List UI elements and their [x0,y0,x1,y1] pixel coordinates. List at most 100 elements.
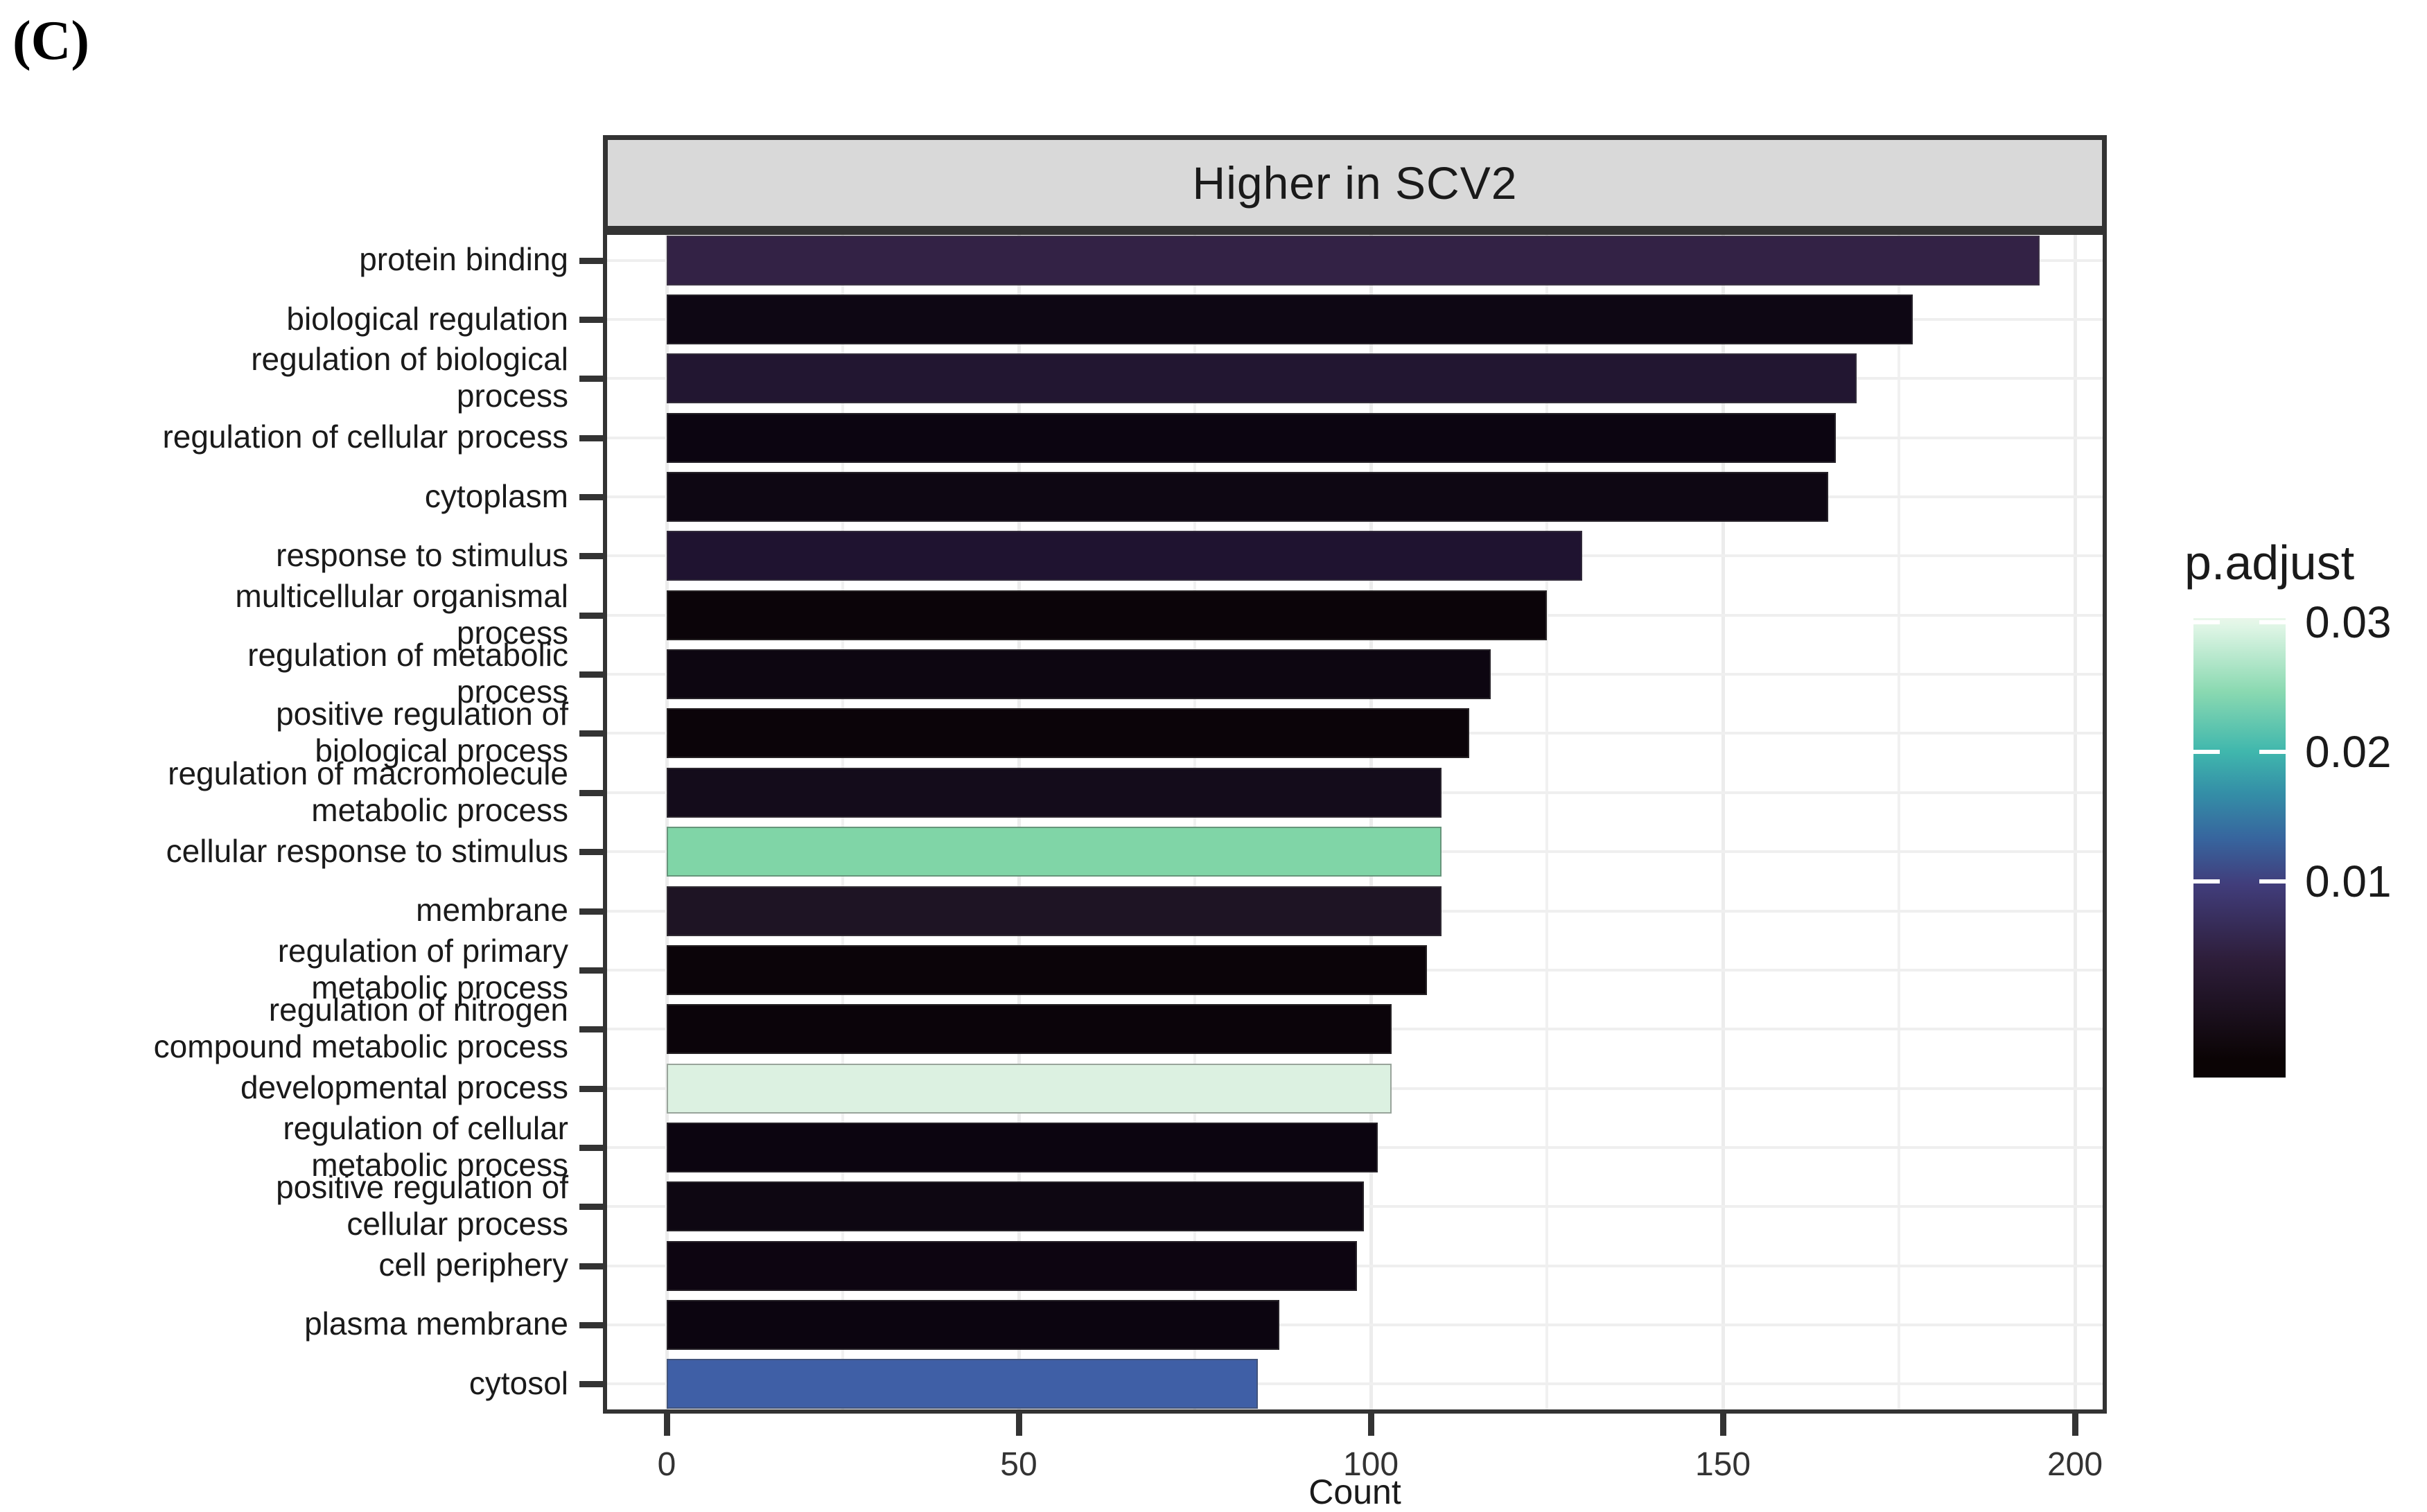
y-axis-tick [579,671,603,678]
bar-positive-regulation-of-biological-process [667,708,1470,759]
y-axis-label: cytoplasm [90,478,568,515]
gridline-major-x-0 [665,235,669,1409]
bar-regulation-of-primary-metabolic-process [667,944,1428,995]
y-axis-tick [579,1321,603,1328]
y-axis-label-line: protein binding [359,241,568,278]
bar-cell-periphery [667,1240,1357,1291]
bar-cellular-response-to-stimulus [667,827,1442,877]
legend-tick-label: 0.03 [2305,597,2392,647]
y-axis-label: regulation of nitrogen compound metabolic… [90,992,568,1065]
x-axis-tick-label: 150 [1694,1446,1751,1483]
bar-positive-regulation-of-cellular-process [667,1181,1364,1232]
gridline-minor-x-75 [1193,235,1196,1409]
bar-developmental-process [667,1063,1392,1114]
gridline-row [607,1323,2103,1326]
x-axis-tick [664,1414,670,1436]
x-axis-tick [1368,1414,1374,1436]
y-axis-label: cell periphery [90,1247,568,1283]
y-axis-label-line: regulation of nitrogen [268,992,568,1028]
y-axis-tick [579,257,603,264]
y-axis-tick [579,1085,603,1092]
y-axis-label: regulation of metabolic process [90,637,568,710]
y-axis-label-line: cell periphery [378,1247,568,1283]
y-axis-tick [579,1144,603,1151]
y-axis-label-line: process [456,614,568,651]
chart-title: Higher in SCV2 [1192,157,1518,209]
bar-regulation-of-biological-process [667,353,1857,404]
y-axis-label-line: regulation of primary [277,932,568,969]
legend-tick-mark [2259,879,2286,884]
bar-membrane [667,886,1442,936]
y-axis-label: biological regulation [90,301,568,337]
bar-cytoplasm [667,472,1829,522]
y-axis-label-line: membrane [416,892,568,929]
y-axis-label-line: developmental process [240,1069,568,1106]
x-axis-title: Count [1308,1473,1401,1511]
y-axis-label-line: cellular response to stimulus [166,832,568,869]
y-axis-label-line: regulation of cellular process [162,419,568,455]
gridline-major-x-100 [1369,235,1373,1409]
gridline-major-x-50 [1017,235,1021,1409]
y-axis-label: positive regulation of cellular process [90,1169,568,1242]
gridline-major-x-150 [1721,235,1725,1409]
plot-panel [603,231,2107,1414]
y-axis-label: regulation of biological process [90,341,568,414]
y-axis-tick [579,376,603,383]
y-axis-label-line: plasma membrane [304,1306,568,1342]
bar-regulation-of-metabolic-process [667,649,1491,700]
y-axis-tick [579,612,603,619]
y-axis-label-line: metabolic process [311,1146,568,1183]
y-axis-label: developmental process [90,1069,568,1106]
y-axis-tick [579,434,603,441]
y-axis-tick [579,849,603,856]
y-axis-tick [579,908,603,915]
bar-cytosol [667,1359,1259,1409]
y-axis-tick [579,494,603,501]
y-axis-label-line: regulation of macromolecule [168,755,568,791]
y-axis-label-line: cytosol [468,1364,568,1401]
y-axis-label: cytosol [90,1365,568,1402]
facet-strip: Higher in SCV2 [603,135,2107,231]
y-axis-tick [579,1263,603,1269]
legend-title: p.adjust [2184,536,2355,590]
bar-plasma-membrane [667,1299,1279,1350]
bar-regulation-of-nitrogen-compound-metabolic-process [667,1004,1392,1055]
y-axis-label-line: regulation of metabolic [247,637,568,674]
bar-biological-regulation [667,295,1913,345]
gridline-minor-x-125 [1545,235,1548,1409]
y-axis-label: multicellular organismal process [90,578,568,651]
y-axis-tick [579,1381,603,1388]
y-axis-label: membrane [90,892,568,929]
legend-tick-mark [2193,620,2220,624]
gridline-minor-x-25 [841,235,844,1409]
bar-regulation-of-macromolecule-metabolic-process [667,767,1442,818]
x-axis-tick [1016,1414,1022,1436]
y-axis-label: regulation of macromolecule metabolic pro… [90,755,568,829]
legend-colorbar [2193,618,2286,1078]
y-axis-tick [579,967,603,974]
y-axis-label-line: biological process [315,732,568,769]
legend-tick-label: 0.01 [2305,856,2392,906]
y-axis-label: plasma membrane [90,1306,568,1342]
y-axis-label-line: positive regulation of [276,1169,568,1206]
y-axis-tick [579,1026,603,1033]
y-axis-tick [579,1204,603,1211]
y-axis-label-line: multicellular organismal [235,577,568,614]
y-axis-label: response to stimulus [90,537,568,574]
legend-tick-mark [2193,879,2220,884]
y-axis-tick [579,553,603,560]
y-axis-label: protein binding [90,241,568,278]
gridline-minor-x-175 [1898,235,1900,1409]
x-axis-tick [1720,1414,1726,1436]
y-axis-label-line: cytoplasm [424,477,568,514]
bar-regulation-of-cellular-metabolic-process [667,1122,1378,1172]
y-axis-label: cellular response to stimulus [90,833,568,870]
x-axis-tick-label: 50 [1000,1446,1037,1483]
y-axis-label-line: biological regulation [286,300,568,337]
bar-multicellular-organismal-process [667,590,1547,640]
x-axis-tick [2072,1414,2078,1436]
y-axis-label-line: positive regulation of [276,696,568,732]
legend-tick-label: 0.02 [2305,727,2392,777]
y-axis-label-line: regulation of cellular [283,1109,568,1146]
